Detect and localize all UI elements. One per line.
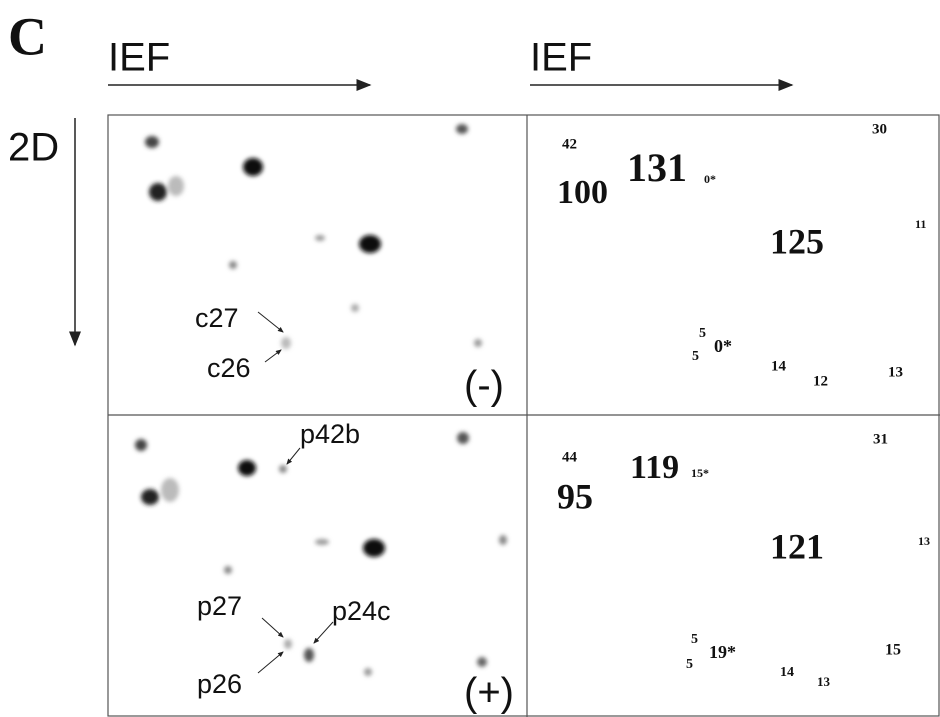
axis-label: IEF xyxy=(530,36,592,80)
map-label: 119 xyxy=(630,449,679,486)
map-label: 125 xyxy=(770,221,824,261)
map-label: 14 xyxy=(780,665,794,680)
map-label: 11 xyxy=(915,217,926,231)
axis-label: IEF xyxy=(108,36,170,80)
map-label: 15 xyxy=(885,642,901,659)
gel-spots xyxy=(135,124,507,676)
map-label: 12 xyxy=(813,373,828,389)
map-label: 13 xyxy=(817,674,831,689)
condition-label: (+) xyxy=(464,671,514,715)
map-label: 5 xyxy=(692,349,699,364)
spot-label: p27 xyxy=(197,591,242,621)
spot-label: p42b xyxy=(300,419,360,449)
map-label: 19* xyxy=(709,642,736,662)
axis-label: 2D xyxy=(8,126,59,170)
spot-label: p24c xyxy=(332,596,391,626)
map-label: 0* xyxy=(714,336,732,356)
map-label: 44 xyxy=(562,449,578,465)
map-label: 95 xyxy=(557,476,593,516)
panel-label: C xyxy=(8,6,47,66)
spot-label: p26 xyxy=(197,669,242,699)
pointer xyxy=(265,350,281,362)
spot-label: c26 xyxy=(207,353,251,383)
condition-label: (-) xyxy=(464,364,504,408)
figure: C IEF IEF 2D (-)c27c2 xyxy=(0,0,940,717)
pointer xyxy=(258,652,283,673)
map-label: 13 xyxy=(918,534,930,548)
map-label: 30 xyxy=(872,121,887,137)
map-label: 5 xyxy=(686,657,693,672)
map-label: 42 xyxy=(562,136,577,152)
spot-label: c27 xyxy=(195,303,239,333)
map-label: 14 xyxy=(771,358,787,374)
map-label: 0* xyxy=(704,172,716,186)
map-label: 5 xyxy=(699,326,706,341)
map-label: 31 xyxy=(873,431,888,447)
pointer xyxy=(314,622,333,643)
map-label: 5 xyxy=(691,632,698,647)
labels: (-) c27 c26 (+) p42b p27 p24c p26 42 30 100 131 0* 12… xyxy=(195,121,930,714)
map-label: 15* xyxy=(691,466,709,480)
map-label: 131 xyxy=(627,145,687,190)
pointer xyxy=(258,312,283,332)
pointer xyxy=(287,448,300,464)
map-label: 13 xyxy=(888,364,903,380)
map-label: 121 xyxy=(770,526,824,566)
pointer xyxy=(262,618,283,637)
map-label: 100 xyxy=(557,174,608,211)
